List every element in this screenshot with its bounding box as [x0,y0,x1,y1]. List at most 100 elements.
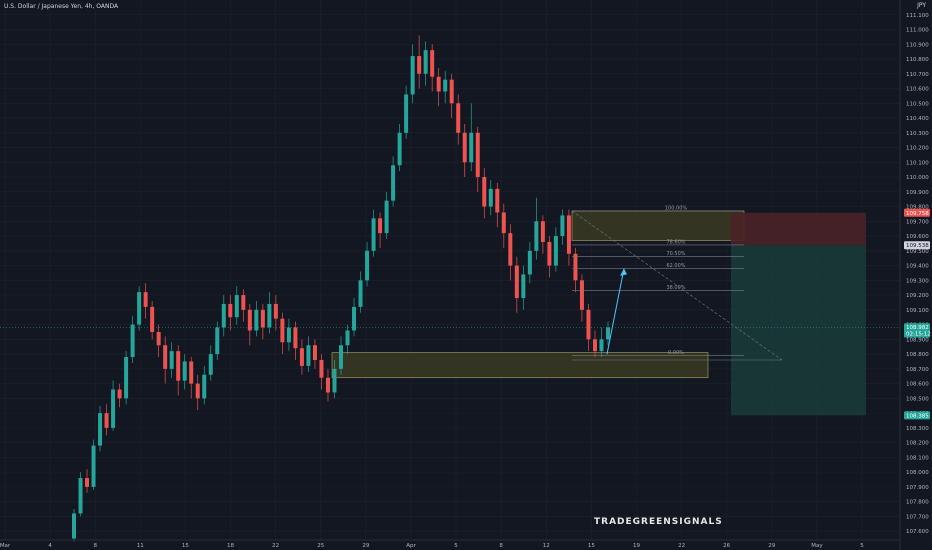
candle-body [508,233,513,266]
candle-body [417,56,422,74]
candle-body [267,303,272,328]
price-tag-label: 109.538 [906,243,929,249]
fib-level-label: 38.00% [666,285,685,291]
y-tick-label: 109.600 [906,234,929,240]
candle-body [156,331,161,346]
y-tick-label: 111.000 [906,28,929,34]
candles [72,35,610,542]
y-tick-label: 110.800 [906,57,929,63]
candle-body [273,303,278,319]
candle-body [430,50,435,77]
candle-body [397,132,402,166]
candle-body [78,478,83,514]
y-axis[interactable]: 107.600 107.700 107.800 107.900 108.000 108.1… [899,0,932,550]
price-tag [904,208,930,217]
candle-body [527,250,532,275]
x-tick-label: 26 [723,543,730,549]
candle-body [280,318,285,343]
take-profit-area [731,245,866,416]
candle-body [540,221,545,242]
candle-body [410,56,415,95]
candle-body [254,309,259,331]
candle-body [462,132,467,163]
y-tick-label: 110.600 [906,87,929,93]
candle-body [606,327,610,340]
price-tag-label: 108.385 [906,413,929,419]
candle-body [195,383,200,399]
candle-body [137,292,142,325]
candle-body [378,218,383,234]
projection-arrow [606,268,625,355]
candle-body [91,445,96,487]
candle-body [501,212,506,234]
candle-body [339,345,343,369]
fib-level-label: 0.00% [668,350,684,356]
candle-body [566,215,571,254]
y-tick-label: 110.700 [906,72,929,78]
candle-body [514,265,519,299]
candle-body [228,303,233,318]
y-tick-label: 110.100 [906,160,929,166]
candle-body [345,330,350,346]
price-tag-label: 02:15:12 [906,331,931,337]
x-tick-label: 12 [543,543,550,549]
candle-body [456,103,461,133]
y-tick-label: 109.700 [906,219,929,225]
candle-body [586,309,591,340]
candle-body [85,478,90,487]
candle-body [98,413,103,446]
candle-body [579,280,584,310]
fib-level-label: 70.50% [666,251,685,257]
zones [0,210,900,416]
y-tick-label: 108.900 [906,337,929,343]
candle-body [176,351,181,381]
x-tick-label: Apr [406,543,416,549]
x-axis[interactable]: Mar 4 8 11 15 18 22 25 29 Apr 5 8 12 15 19 22 26 29 May 5 [0,539,900,549]
y-tick-label: 107.700 [906,514,929,520]
candle-body [521,274,526,299]
candle-body [163,345,168,369]
y-tick-label: 109.300 [906,278,929,284]
y-tick-label: 109.400 [906,264,929,270]
y-tick-label: 110.400 [906,116,929,122]
candle-body [449,79,454,104]
y-tick-label: 111.100 [906,13,929,19]
price-tag [904,241,930,250]
candle-body [143,292,148,307]
candle-body [553,236,558,266]
candle-body [241,295,246,310]
price-tag [904,323,930,332]
candle-body [286,327,291,343]
candle-body [72,513,76,539]
y-tick-label: 110.900 [906,42,929,48]
candle-body [443,79,448,92]
y-tick-label: 107.800 [906,500,929,506]
candle-body [124,357,129,399]
candle-body [488,188,493,207]
y-tick-label: 107.600 [906,529,929,535]
demand-zone [331,352,709,379]
y-tick-label: 109.500 [906,249,929,255]
candle-body [234,295,239,318]
y-tick-label: 108.300 [906,426,929,432]
x-tick-label: 5 [860,543,864,549]
x-tick-label: 4 [48,543,52,549]
candle-body [495,188,500,213]
currency-label: JPY [917,2,926,9]
candle-body [560,215,565,237]
y-tick-label: 110.200 [906,146,929,152]
candle-body [299,348,304,366]
y-tick-label: 108.800 [906,352,929,358]
candle-body [332,368,337,393]
candle-body [547,241,552,266]
y-axis-bg [900,0,932,550]
candle-body [221,303,226,328]
candle-body [306,345,311,366]
candle-body [319,360,324,378]
candle-body [534,221,539,251]
y-tick-label: 109.200 [906,293,929,299]
price-tag [904,411,930,420]
price-tag [904,329,930,338]
x-tick-label: 29 [768,543,775,549]
